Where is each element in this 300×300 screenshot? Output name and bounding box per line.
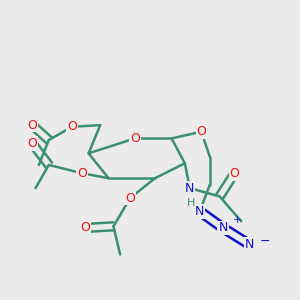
Text: O: O bbox=[77, 167, 87, 180]
Text: N: N bbox=[195, 205, 205, 218]
Text: H: H bbox=[187, 198, 196, 208]
Text: O: O bbox=[27, 137, 37, 150]
Text: N: N bbox=[245, 238, 254, 251]
Text: O: O bbox=[67, 120, 77, 133]
Text: O: O bbox=[130, 132, 140, 145]
Text: N: N bbox=[185, 182, 194, 195]
Text: O: O bbox=[125, 192, 135, 205]
Text: +: + bbox=[233, 215, 243, 225]
Text: N: N bbox=[218, 221, 228, 235]
Text: −: − bbox=[259, 235, 270, 248]
Text: O: O bbox=[27, 118, 37, 132]
Text: O: O bbox=[196, 125, 206, 138]
Text: O: O bbox=[80, 221, 90, 235]
Text: O: O bbox=[230, 167, 239, 180]
